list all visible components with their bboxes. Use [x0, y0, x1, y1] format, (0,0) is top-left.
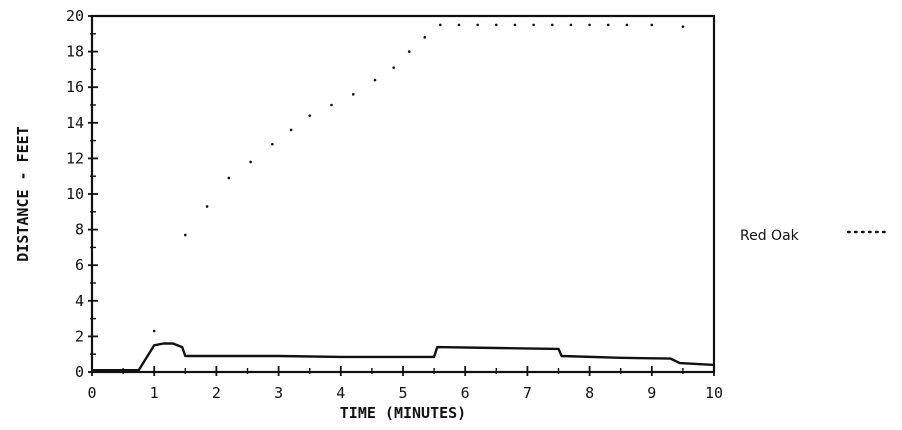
- x-tick-label: 1: [150, 384, 159, 402]
- y-tick-label: 4: [75, 292, 84, 310]
- data-point: [588, 23, 591, 27]
- data-point: [271, 142, 274, 146]
- y-tick-label: 14: [66, 114, 84, 132]
- data-point: [308, 114, 312, 117]
- x-axis-ticks: 0 1 2 3 4 5 6 7 8 9 10: [87, 366, 723, 402]
- x-tick-label: 6: [461, 384, 470, 402]
- x-tick-label: 2: [212, 384, 221, 402]
- legend-label-red-oak: Red Oak: [740, 228, 800, 244]
- data-point: [650, 23, 654, 27]
- x-tick-label: 10: [705, 384, 723, 402]
- x-tick-label: 0: [87, 384, 96, 402]
- data-point: [152, 329, 156, 333]
- x-tick-label: 7: [523, 384, 532, 402]
- data-point: [289, 128, 293, 132]
- data-point: [351, 93, 355, 96]
- y-tick-label: 12: [66, 149, 84, 167]
- y-axis-ticks: 0 2 4 6 8 10 12 14 16 18 20: [66, 7, 98, 381]
- data-point: [330, 103, 333, 107]
- x-tick-label: 5: [398, 384, 407, 402]
- data-point: [184, 233, 187, 237]
- series-layer: [92, 23, 715, 372]
- y-tick-label: 6: [75, 256, 84, 274]
- data-point: [249, 160, 252, 164]
- data-point: [457, 23, 461, 27]
- y-tick-label: 0: [75, 363, 84, 381]
- data-point: [476, 23, 479, 27]
- data-point: [423, 36, 427, 39]
- plot-frame: [90, 14, 716, 374]
- x-axis-title: TIME (MINUTES): [340, 404, 466, 422]
- data-point: [495, 23, 498, 27]
- data-point: [439, 23, 442, 27]
- data-point: [392, 66, 395, 69]
- x-tick-label: 8: [585, 384, 594, 402]
- y-tick-label: 20: [66, 7, 84, 25]
- data-point: [513, 23, 517, 27]
- x-tick-label: 4: [336, 384, 345, 402]
- y-tick-label: 18: [66, 43, 84, 61]
- data-point: [569, 23, 573, 27]
- y-tick-label: 16: [66, 78, 84, 96]
- data-point: [532, 23, 535, 27]
- legend: Red Oak: [740, 228, 888, 244]
- data-point: [681, 25, 685, 28]
- data-point: [407, 50, 411, 53]
- y-tick-label: 10: [66, 185, 84, 203]
- series-red-oak: [152, 23, 685, 333]
- data-point: [606, 23, 610, 27]
- data-point: [227, 176, 231, 180]
- y-axis-title: DISTANCE - FEET: [14, 126, 32, 261]
- x-tick-label: 9: [647, 384, 656, 402]
- x-tick-label: 3: [274, 384, 283, 402]
- y-tick-label: 8: [75, 221, 84, 239]
- data-point: [205, 205, 209, 208]
- data-point: [373, 78, 377, 82]
- data-point: [550, 23, 554, 27]
- y-tick-label: 2: [75, 327, 84, 345]
- series-solid-line: [92, 342, 715, 372]
- data-point: [625, 23, 629, 27]
